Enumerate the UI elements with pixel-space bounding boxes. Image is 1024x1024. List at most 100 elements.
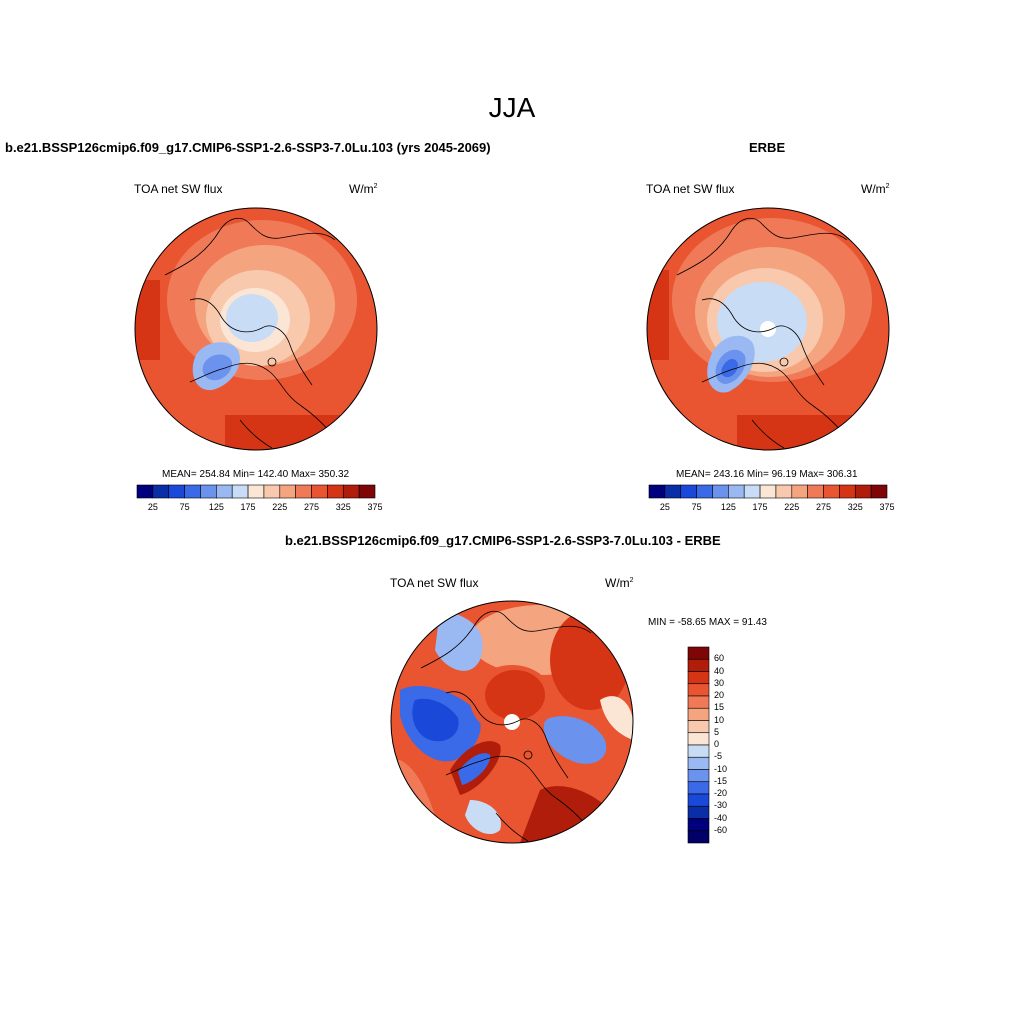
panel1-units: W/m2 [349, 182, 378, 196]
panel3-coastlines [420, 610, 592, 842]
panel3-colorbar-swatch [687, 683, 710, 697]
panel3-colorbar-tick-label: -60 [714, 824, 728, 835]
panel1-colorbar-tick-label: 325 [335, 502, 351, 512]
panel1-colorbar-tick-label: 175 [240, 502, 256, 512]
panel2-stats: MEAN= 243.16 Min= 96.19 Max= 306.31 [676, 469, 858, 480]
panel2-colorbar-tick-label: 25 [659, 502, 670, 512]
panel3-colorbar-swatch [687, 695, 710, 709]
panel2-title: ERBE [749, 140, 786, 155]
panel3-colorbar-swatch [687, 720, 710, 734]
panel2-colorbar-swatch [854, 484, 872, 499]
panel2-colorbar-tick-label: 325 [847, 502, 863, 512]
panel3-colorbar-swatch [687, 793, 710, 807]
panel3-colorbar-swatch [687, 671, 710, 685]
panel3-colorbar-tick-label: 20 [714, 690, 725, 700]
panel2-colorbar-tick-label: 375 [879, 502, 895, 512]
panel2-variable: TOA net SW flux [646, 182, 735, 196]
panel3-colorbar-swatch [687, 769, 710, 783]
panel2-colorbar-swatch [728, 484, 745, 499]
panel3-colorbar-tick-label: 10 [714, 714, 725, 725]
panel3-colorbar-swatch [687, 805, 710, 819]
panel1-colorbar-swatch [327, 484, 344, 499]
panel2-colorbar-swatch [759, 484, 777, 499]
panel2-colorbar-swatch [680, 484, 697, 499]
panel1-colorbar-tick-label: 225 [272, 502, 288, 512]
panel2-colorbar-swatch [839, 484, 856, 499]
panel2-colorbar-tick-label: 275 [816, 502, 832, 512]
panel2-colorbar-swatch [807, 484, 824, 499]
panel3-colorbar-tick-label: -5 [714, 751, 723, 762]
panel3-colorbar-tick-label: -15 [714, 775, 728, 786]
panel3-colorbar-tick-label: -20 [714, 788, 728, 798]
panel3-colorbar-tick-label: 15 [714, 702, 725, 713]
panel1-colorbar-swatch [184, 484, 201, 499]
panel1-colorbar-swatch [136, 484, 154, 499]
panel2-colorbar [648, 484, 888, 499]
panel1-colorbar-swatch [311, 484, 328, 499]
panel2-colorbar-swatch [823, 484, 840, 499]
figure-title: JJA [488, 92, 536, 123]
panel2-map [647, 208, 889, 450]
panel3-stats: MIN = -58.65 MAX = 91.43 [648, 617, 767, 628]
panel1-colorbar-swatch [168, 484, 185, 499]
panel2-colorbar-swatch [648, 484, 666, 499]
panel1-coastlines [164, 217, 336, 449]
panel2-colorbar-tick-label: 75 [691, 502, 702, 512]
panel1-colorbar-swatch [358, 484, 376, 499]
panel3-colorbar-tick-label: -30 [714, 800, 728, 811]
panel3-colorbar-swatch [687, 658, 710, 672]
panel1-colorbar-swatch [152, 484, 170, 499]
panel1-colorbar-swatch [295, 484, 312, 499]
panel3-colorbar-swatch [687, 707, 710, 721]
panel2-colorbar-tick-label: 175 [752, 502, 768, 512]
panel3-colorbar-swatch [687, 830, 710, 844]
panel2-units: W/m2 [861, 182, 890, 196]
panel1-colorbar-tick-label: 125 [208, 502, 224, 512]
panel3-colorbar-tick-label: 30 [714, 677, 725, 688]
panel1-colorbar-swatch [231, 484, 249, 499]
panel3-colorbar-tick-label: 60 [714, 653, 725, 664]
panel3-colorbar-swatch [687, 744, 710, 758]
panel2-coastlines [676, 217, 848, 449]
panel2-colorbar-swatch [870, 484, 888, 499]
panel3-colorbar-swatch [687, 732, 710, 746]
panel3-colorbar-tick-label: -40 [714, 812, 728, 823]
panel1-colorbar-swatch [342, 484, 360, 499]
panel2-colorbar-swatch [743, 484, 761, 499]
panel2-colorbar-tick-label: 225 [784, 502, 800, 512]
panel3-colorbar [687, 646, 710, 844]
panel2-colorbar-swatch [712, 484, 729, 499]
panel2-colorbar-tick-label: 125 [720, 502, 736, 512]
panel3-colorbar-tick-label: -10 [714, 763, 728, 774]
panel1-colorbar-swatch [200, 484, 217, 499]
panel1-colorbar-tick-label: 25 [147, 502, 158, 512]
panel1-map [135, 208, 377, 450]
panel1-variable: TOA net SW flux [134, 182, 223, 196]
panel2-colorbar-swatch [775, 484, 793, 499]
panel1-colorbar-tick-label: 375 [367, 502, 383, 512]
panel3-colorbar-swatch [687, 756, 710, 770]
panel3-colorbar-tick-label: 5 [714, 726, 720, 737]
panel3-map [391, 601, 633, 843]
panel1-colorbar-swatch [247, 484, 265, 499]
panel3-colorbar-swatch [687, 818, 710, 832]
panel3-units: W/m2 [605, 576, 634, 590]
panel1-title: b.e21.BSSP126cmip6.f09_g17.CMIP6-SSP1-2.… [5, 140, 491, 155]
panel3-colorbar-tick-label: 0 [714, 739, 720, 749]
panel1-colorbar-tick-label: 75 [179, 502, 190, 512]
panel1-colorbar-swatch [216, 484, 233, 499]
panel2-colorbar-swatch [664, 484, 682, 499]
panel3-title: b.e21.BSSP126cmip6.f09_g17.CMIP6-SSP1-2.… [285, 533, 721, 548]
panel2-colorbar-swatch [791, 484, 808, 499]
panel1-colorbar-swatch [279, 484, 296, 499]
panel1-colorbar [136, 484, 376, 499]
panel3-colorbar-swatch [687, 781, 710, 795]
panel3-variable: TOA net SW flux [390, 576, 479, 590]
panel2-colorbar-swatch [696, 484, 713, 499]
panel3-colorbar-tick-label: 40 [714, 665, 725, 676]
panel3-colorbar-swatch [687, 646, 710, 660]
panel1-colorbar-tick-label: 275 [304, 502, 320, 512]
panel1-stats: MEAN= 254.84 Min= 142.40 Max= 350.32 [162, 469, 350, 480]
panel1-colorbar-swatch [263, 484, 281, 499]
